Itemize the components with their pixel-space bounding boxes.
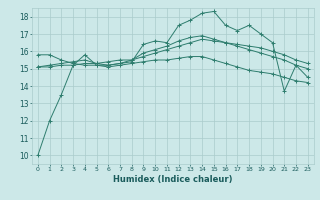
X-axis label: Humidex (Indice chaleur): Humidex (Indice chaleur): [113, 175, 233, 184]
